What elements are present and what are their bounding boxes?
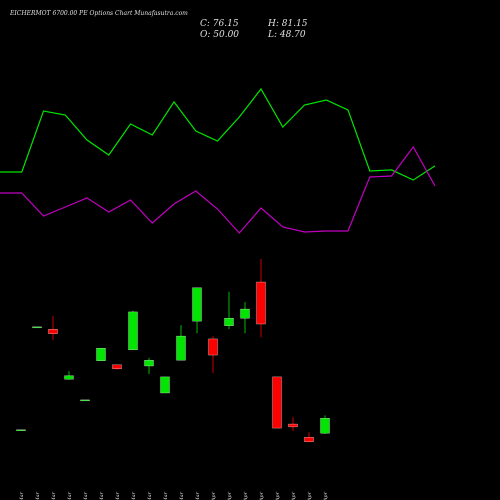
candle-body [112, 364, 122, 370]
candle-body [320, 418, 330, 434]
candle-body [272, 376, 282, 429]
x-tick-label: 06 Apr [243, 491, 249, 500]
candle-body [288, 423, 298, 428]
x-tick-label: 18 Mar [83, 491, 89, 500]
x-tick-label: 26 Mar [163, 491, 169, 500]
close-label: C: 76.15 [200, 19, 239, 29]
low-label: L: 48.70 [267, 30, 306, 40]
x-tick-label: 23 Mar [131, 491, 137, 500]
x-tick-label: 17 Mar [67, 491, 73, 500]
candle-body [80, 399, 90, 402]
chart-title: EICHERMOT 6700.00 PE Options Chart Munaf… [9, 10, 188, 17]
x-tick-label: 30 Mar [195, 491, 201, 500]
indicator-line [0, 145, 436, 234]
candle-body [128, 311, 138, 351]
candle-body [32, 326, 42, 329]
x-tick-label: 27 Mar [179, 491, 185, 500]
x-tick-label: 20 Mar [115, 491, 121, 500]
candle-body [240, 308, 250, 319]
indicator-line [0, 87, 436, 181]
candle-body [64, 375, 74, 380]
candle-body [48, 329, 58, 334]
x-tick-label: 07 Apr [259, 491, 265, 500]
candle-body [160, 376, 170, 394]
x-tick-label: 15 Apr [323, 491, 329, 500]
x-tick-label: 12 Mar [35, 491, 41, 500]
x-tick-label: 02 Apr [227, 491, 233, 500]
candle-body [144, 360, 154, 367]
candle-body [208, 338, 218, 356]
x-tick-label: 24 Mar [147, 491, 153, 500]
open-label: O: 50.00 [200, 30, 239, 40]
x-tick-label: 01 Apr [211, 491, 217, 500]
candle-body [304, 437, 314, 443]
x-tick-label: 08 Apr [275, 491, 281, 500]
x-tick-label: 11 Mar [19, 491, 25, 500]
candle-body [224, 318, 234, 326]
high-label: H: 81.15 [267, 19, 308, 29]
candle-body [96, 347, 106, 361]
x-tick-label: 19 Mar [99, 491, 105, 500]
candle-body [256, 281, 266, 325]
x-tick-label: 16 Mar [51, 491, 57, 500]
candle-body [176, 335, 186, 361]
x-tick-label: 09 Apr [291, 491, 297, 500]
candle-body [16, 429, 26, 431]
candle-body [192, 287, 202, 322]
x-tick-label: 13 Apr [307, 491, 313, 500]
